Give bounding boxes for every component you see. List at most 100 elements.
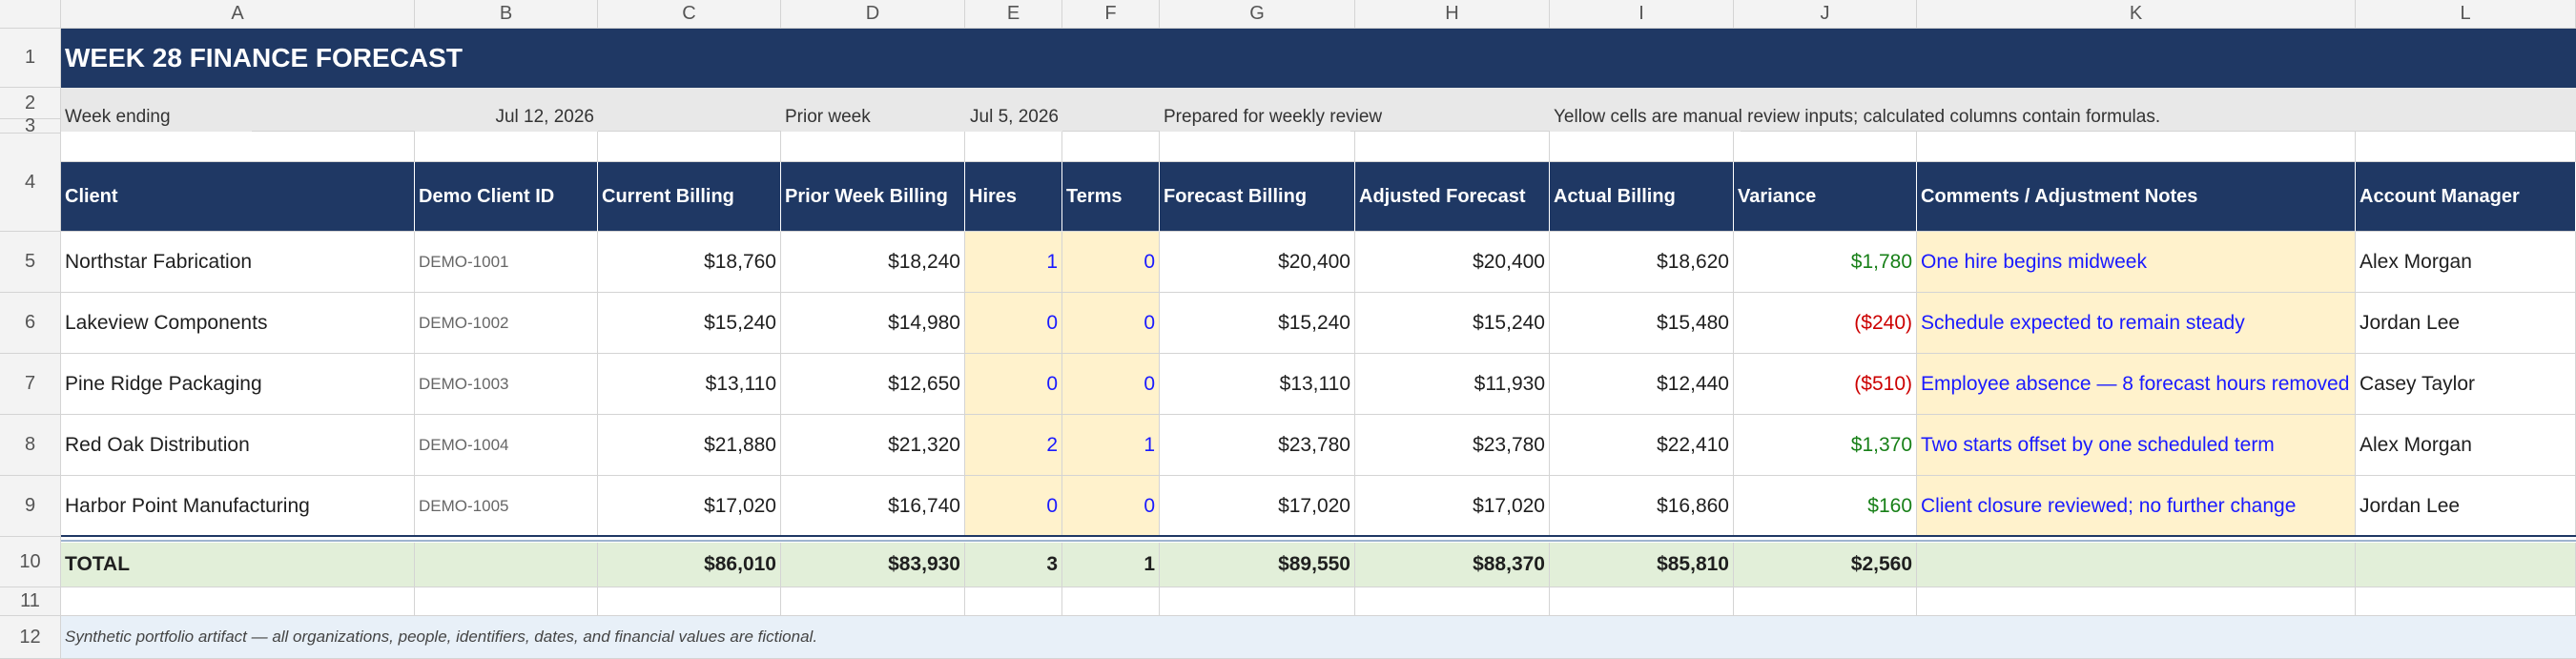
cell-j11[interactable] [1734,587,1917,616]
cell-h11[interactable] [1355,587,1550,616]
total-forecast[interactable]: $89,550 [1160,543,1355,587]
row-header-2[interactable]: 2 [0,88,61,119]
cell-variance-7[interactable]: ($510) [1734,354,1917,415]
cell-adjusted-6[interactable]: $15,240 [1355,293,1550,354]
week-ending-label[interactable]: Week ending [61,88,252,132]
row-header-1[interactable]: 1 [0,29,61,88]
cell-g3[interactable] [1160,132,1355,162]
cell-actual-6[interactable]: $15,480 [1550,293,1734,354]
header-note[interactable]: Comments / Adjustment Notes [1917,162,2356,232]
column-header-l[interactable]: L [2356,0,2576,29]
cell-id-9[interactable]: DEMO-1005 [415,476,598,537]
cell-id-8[interactable]: DEMO-1004 [415,415,598,476]
row-header-7[interactable]: 7 [0,354,61,415]
cell-b11[interactable] [415,587,598,616]
cell-forecast-7[interactable]: $13,110 [1160,354,1355,415]
cell-k11[interactable] [1917,587,2356,616]
total-terms[interactable]: 1 [1062,543,1160,587]
cell-id-6[interactable]: DEMO-1002 [415,293,598,354]
cell-manager-5[interactable]: Alex Morgan [2356,232,2576,293]
row-header-10[interactable]: 10 [0,537,61,587]
cell-actual-7[interactable]: $12,440 [1550,354,1734,415]
cell-variance-9[interactable]: $160 [1734,476,1917,537]
column-header-k[interactable]: K [1917,0,2356,29]
cell-client-7[interactable]: Pine Ridge Packaging [61,354,415,415]
cell-manager-9[interactable]: Jordan Lee [2356,476,2576,537]
column-header-i[interactable]: I [1550,0,1734,29]
header-forecast[interactable]: Forecast Billing [1160,162,1355,232]
header-variance[interactable]: Variance [1734,162,1917,232]
cell-variance-5[interactable]: $1,780 [1734,232,1917,293]
cell-note-8[interactable]: Two starts offset by one scheduled term [1917,415,2356,476]
cell-l11[interactable] [2356,587,2576,616]
cell-hires-5[interactable]: 1 [965,232,1062,293]
cell-j3[interactable] [1734,132,1917,162]
total-client[interactable]: TOTAL [61,543,415,587]
cell-actual-5[interactable]: $18,620 [1550,232,1734,293]
cell-c3[interactable] [598,132,781,162]
cell-note-9[interactable]: Client closure reviewed; no further chan… [1917,476,2356,537]
row-header-8[interactable]: 8 [0,415,61,476]
cell-manager-8[interactable]: Alex Morgan [2356,415,2576,476]
header-adjusted[interactable]: Adjusted Forecast [1355,162,1550,232]
header-hires[interactable]: Hires [965,162,1062,232]
column-header-b[interactable]: B [415,0,598,29]
header-current[interactable]: Current Billing [598,162,781,232]
select-all-corner[interactable] [0,0,61,29]
cell-hires-7[interactable]: 0 [965,354,1062,415]
row-header-11[interactable]: 11 [0,587,61,616]
cell-terms-5[interactable]: 0 [1062,232,1160,293]
cell-adjusted-8[interactable]: $23,780 [1355,415,1550,476]
cell-h3[interactable] [1355,132,1550,162]
column-header-h[interactable]: H [1355,0,1550,29]
column-header-c[interactable]: C [598,0,781,29]
cell-current-7[interactable]: $13,110 [598,354,781,415]
cell-id-5[interactable]: DEMO-1001 [415,232,598,293]
total-manager[interactable] [2356,543,2576,587]
cell-g11[interactable] [1160,587,1355,616]
cell-a11[interactable] [61,587,415,616]
cell-forecast-6[interactable]: $15,240 [1160,293,1355,354]
prior-week-label[interactable]: Prior week [781,88,972,132]
cell-prior-5[interactable]: $18,240 [781,232,965,293]
prior-week-value[interactable]: Jul 5, 2026 [965,88,1062,132]
total-adjusted[interactable]: $88,370 [1355,543,1550,587]
cell-client-9[interactable]: Harbor Point Manufacturing [61,476,415,537]
total-id[interactable] [415,543,598,587]
cell-adjusted-5[interactable]: $20,400 [1355,232,1550,293]
cell-terms-7[interactable]: 0 [1062,354,1160,415]
legend-note[interactable]: Yellow cells are manual review inputs; c… [1550,88,2160,132]
cell-terms-6[interactable]: 0 [1062,293,1160,354]
total-note[interactable] [1917,543,2356,587]
cell-forecast-8[interactable]: $23,780 [1160,415,1355,476]
column-header-d[interactable]: D [781,0,965,29]
row-header-6[interactable]: 6 [0,293,61,354]
cell-manager-7[interactable]: Casey Taylor [2356,354,2576,415]
cell-actual-9[interactable]: $16,860 [1550,476,1734,537]
header-actual[interactable]: Actual Billing [1550,162,1734,232]
header-prior[interactable]: Prior Week Billing [781,162,965,232]
cell-l3[interactable] [2356,132,2576,162]
total-actual[interactable]: $85,810 [1550,543,1734,587]
cell-prior-6[interactable]: $14,980 [781,293,965,354]
cell-current-9[interactable]: $17,020 [598,476,781,537]
header-manager[interactable]: Account Manager [2356,162,2576,232]
total-current[interactable]: $86,010 [598,543,781,587]
row-header-3[interactable]: 3 [0,115,61,136]
cell-current-5[interactable]: $18,760 [598,232,781,293]
total-hires[interactable]: 3 [965,543,1062,587]
cell-forecast-9[interactable]: $17,020 [1160,476,1355,537]
cell-note-6[interactable]: Schedule expected to remain steady [1917,293,2356,354]
total-variance[interactable]: $2,560 [1734,543,1917,587]
cell-client-5[interactable]: Northstar Fabrication [61,232,415,293]
cell-manager-6[interactable]: Jordan Lee [2356,293,2576,354]
cell-d3[interactable] [781,132,965,162]
cell-prior-7[interactable]: $12,650 [781,354,965,415]
cell-hires-8[interactable]: 2 [965,415,1062,476]
cell-hires-6[interactable]: 0 [965,293,1062,354]
total-prior[interactable]: $83,930 [781,543,965,587]
column-header-g[interactable]: G [1160,0,1355,29]
cell-adjusted-7[interactable]: $11,930 [1355,354,1550,415]
header-id[interactable]: Demo Client ID [415,162,598,232]
cell-variance-6[interactable]: ($240) [1734,293,1917,354]
